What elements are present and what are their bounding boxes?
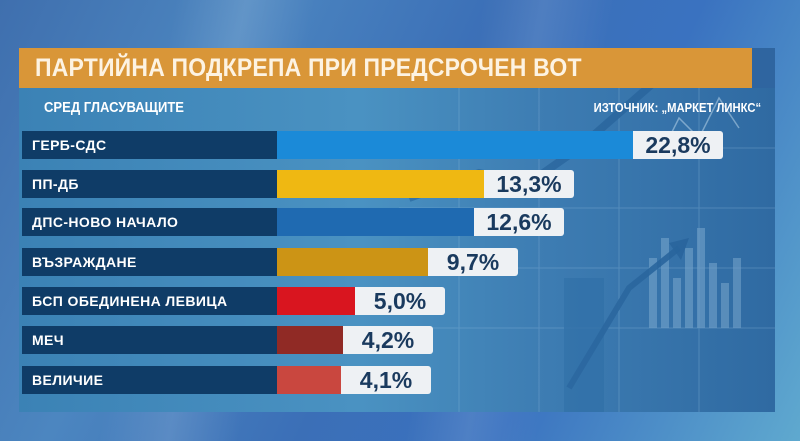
- bar: [277, 248, 428, 276]
- value-label: 4,2%: [343, 326, 433, 354]
- bar: [277, 287, 355, 315]
- bar-row: ВЕЛИЧИЕ 4,1%: [22, 366, 431, 394]
- title-accent-block: [752, 48, 775, 88]
- party-label: ДПС-НОВО НАЧАЛО: [22, 208, 277, 236]
- bar: [277, 326, 343, 354]
- bar-row: ВЪЗРАЖДАНЕ 9,7%: [22, 248, 518, 276]
- value-label: 13,3%: [484, 170, 574, 198]
- value-label: 4,1%: [341, 366, 431, 394]
- bar-row: БСП ОБЕДИНЕНА ЛЕВИЦА 5,0%: [22, 287, 445, 315]
- party-label: ПП-ДБ: [22, 170, 277, 198]
- value-label: 12,6%: [474, 208, 564, 236]
- title-bar: ПАРТИЙНА ПОДКРЕПА ПРИ ПРЕДСРОЧЕН ВОТ: [19, 48, 752, 88]
- party-label: ВЕЛИЧИЕ: [22, 366, 277, 394]
- value-label: 5,0%: [355, 287, 445, 315]
- party-label: ВЪЗРАЖДАНЕ: [22, 248, 277, 276]
- party-label: БСП ОБЕДИНЕНА ЛЕВИЦА: [22, 287, 277, 315]
- bar-row: МЕЧ 4,2%: [22, 326, 433, 354]
- source-credit: ИЗТОЧНИК: „МАРКЕТ ЛИНКС“: [593, 101, 761, 115]
- bar-row: ПП-ДБ 13,3%: [22, 170, 574, 198]
- chart-title: ПАРТИЙНА ПОДКРЕПА ПРИ ПРЕДСРОЧЕН ВОТ: [35, 53, 582, 82]
- bar: [277, 208, 474, 236]
- value-label: 9,7%: [428, 248, 518, 276]
- chart-panel: ПАРТИЙНА ПОДКРЕПА ПРИ ПРЕДСРОЧЕН ВОТ СРЕ…: [19, 48, 775, 412]
- bar: [277, 366, 341, 394]
- bar-row: ДПС-НОВО НАЧАЛО 12,6%: [22, 208, 564, 236]
- value-label: 22,8%: [633, 131, 723, 159]
- chart-subtitle: СРЕД ГЛАСУВАЩИТЕ: [44, 100, 185, 116]
- party-label: ГЕРБ-СДС: [22, 131, 277, 159]
- bar: [277, 131, 633, 159]
- party-label: МЕЧ: [22, 326, 277, 354]
- bar: [277, 170, 484, 198]
- bar-row: ГЕРБ-СДС 22,8%: [22, 131, 723, 159]
